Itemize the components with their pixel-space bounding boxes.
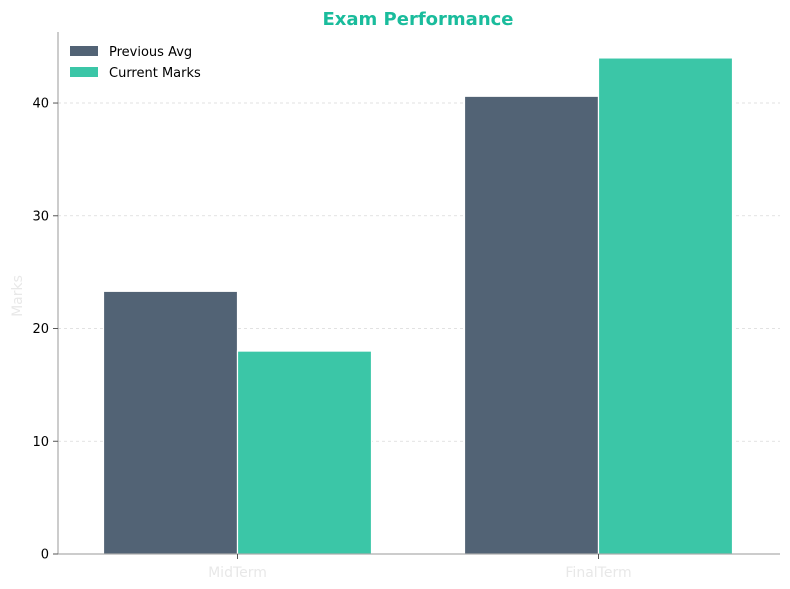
x-tick-label: FinalTerm <box>565 565 631 581</box>
y-axis-label: Marks <box>10 275 26 317</box>
y-ticks: 0 10 20 30 40 <box>32 97 58 563</box>
legend-label: Current Marks <box>109 66 201 81</box>
legend-label: Previous Avg <box>109 45 192 60</box>
legend: Previous Avg Current Marks <box>70 45 201 81</box>
y-tick-label: 30 <box>32 209 49 224</box>
bar <box>236 350 373 555</box>
y-tick-label: 0 <box>41 548 49 563</box>
chart-title: Exam Performance <box>322 9 513 30</box>
legend-swatch <box>70 46 98 56</box>
axes <box>57 32 780 555</box>
y-tick-label: 40 <box>32 97 49 112</box>
bar <box>102 290 239 555</box>
x-tick-label: MidTerm <box>208 565 267 581</box>
bar <box>597 57 734 555</box>
y-tick-label: 10 <box>32 435 49 450</box>
bar <box>463 95 600 555</box>
x-ticks: MidTerm FinalTerm <box>208 554 632 581</box>
legend-swatch <box>70 67 98 77</box>
bars <box>102 57 734 555</box>
y-tick-label: 20 <box>32 322 49 337</box>
